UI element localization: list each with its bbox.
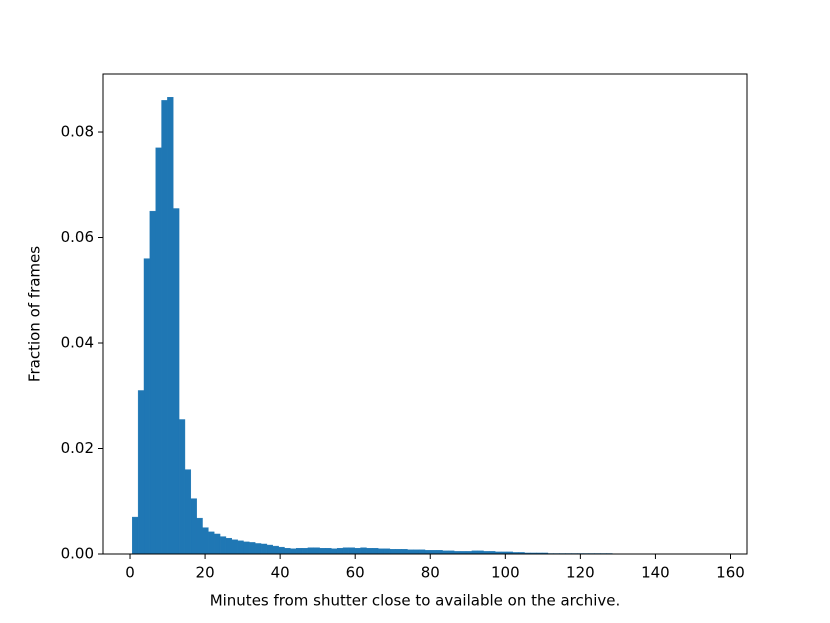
y-tick-label: 0.08 [61,123,94,141]
bar [372,547,379,555]
bar [225,537,232,555]
y-tick-label: 0.02 [61,439,94,457]
bar [231,539,238,555]
bar [255,543,262,555]
bar [342,547,350,555]
bar [243,541,250,555]
bar [260,543,268,555]
bar [377,548,385,555]
bar [418,549,426,555]
bar [167,97,174,555]
x-tick-label: 100 [491,564,520,582]
bar [202,527,209,555]
bar [296,547,303,555]
bar [319,547,326,555]
bar [161,100,168,555]
bar [284,547,291,555]
bar [184,469,192,555]
bar [348,547,355,555]
x-tick-label: 0 [125,564,135,582]
bar [395,549,402,555]
bar [436,550,443,555]
bar [401,549,408,555]
bar [155,147,162,555]
x-tick-label: 160 [716,564,745,582]
x-tick-label: 60 [346,564,365,582]
bar [208,531,215,555]
bar [249,542,256,555]
bar [313,547,320,555]
bar [137,390,145,555]
bar [178,419,186,555]
bar [266,544,273,555]
bar [424,550,432,555]
x-axis-label: Minutes from shutter close to available … [210,592,621,610]
bar [407,549,414,555]
bar [354,547,361,555]
y-tick-label: 0.00 [61,545,94,563]
x-tick-label: 120 [566,564,595,582]
y-tick-label: 0.04 [61,334,94,352]
x-tick-label: 140 [641,564,670,582]
bar [290,548,297,555]
bar [301,547,309,555]
bar [307,547,314,555]
bar [430,550,437,555]
bar [143,258,151,555]
bar [278,546,285,555]
bar [325,547,332,555]
plot-frame [102,73,748,555]
y-tick-label: 0.06 [61,228,94,246]
x-tick-label: 20 [196,564,215,582]
bar [219,536,227,555]
bar [214,533,221,555]
bar [196,517,203,555]
bar [173,208,180,555]
bar [389,549,396,555]
bar [413,549,420,555]
bar [383,548,391,555]
bar [149,210,156,555]
bar [336,547,344,555]
bar [237,540,244,555]
bar [272,545,279,555]
bar [190,498,197,555]
bar [366,547,373,555]
bar [132,516,139,555]
bar [331,548,338,555]
x-tick-label: 80 [421,564,440,582]
bar [360,547,367,555]
x-tick-label: 40 [271,564,290,582]
y-axis-label: Fraction of frames [26,246,44,382]
